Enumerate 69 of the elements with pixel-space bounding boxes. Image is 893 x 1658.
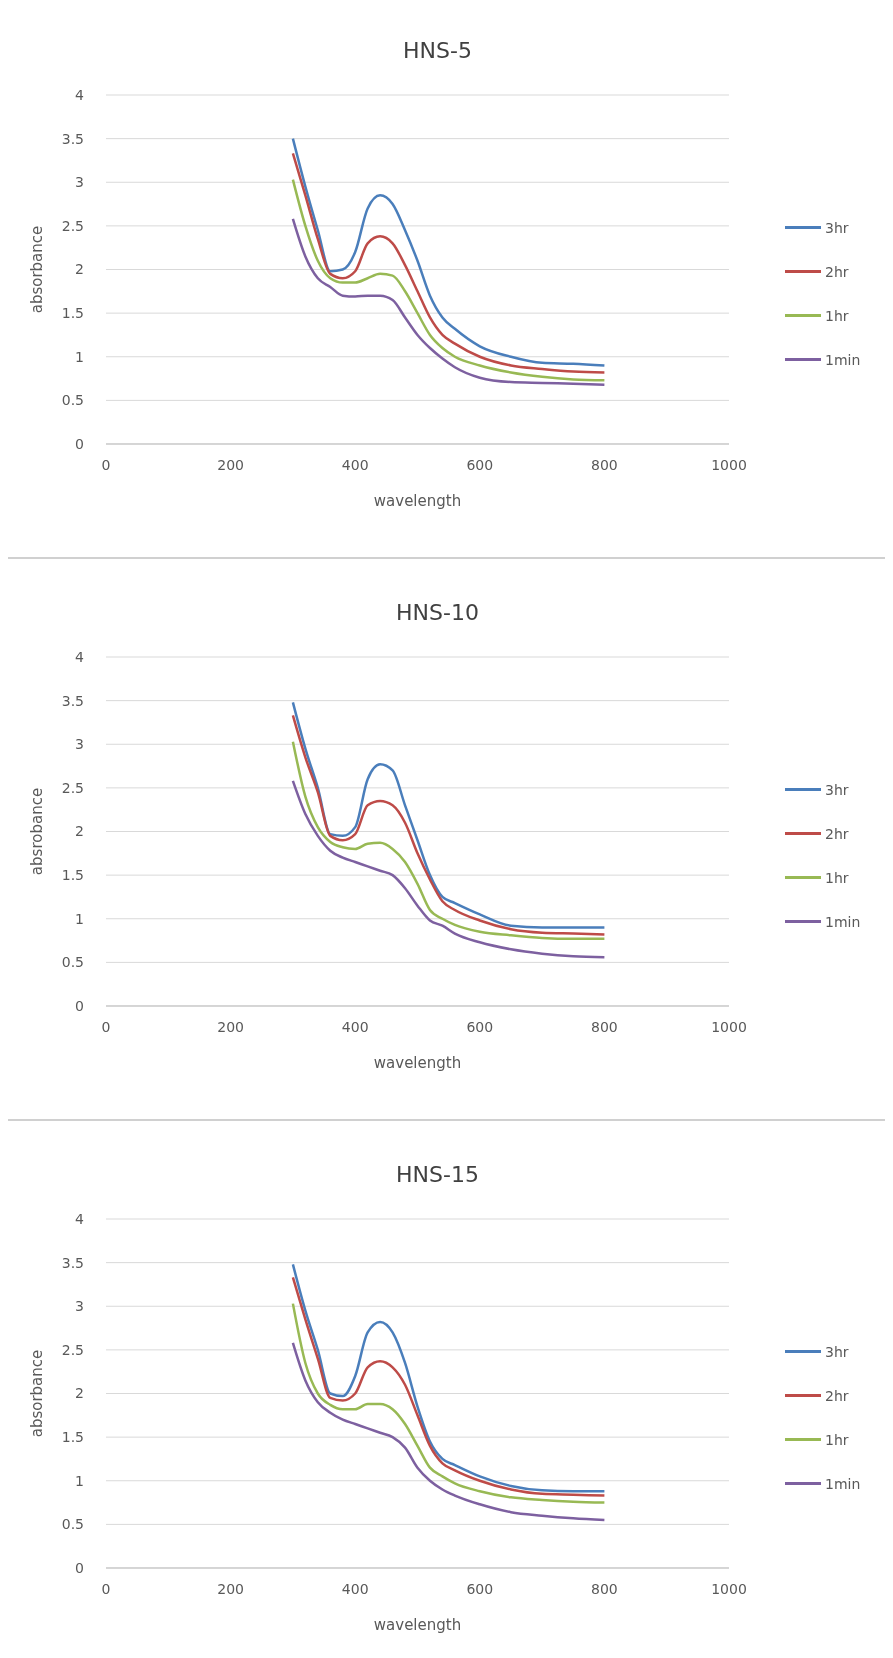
x-tick-label: 0 bbox=[101, 457, 111, 473]
chart-title: HNS-15 bbox=[396, 1162, 479, 1187]
y-tick-label: 0 bbox=[75, 997, 84, 1014]
legend-label: 1hr bbox=[825, 869, 849, 886]
y-tick-label: 2 bbox=[75, 823, 84, 840]
y-tick-label: 3 bbox=[75, 174, 84, 191]
legend-label: 1hr bbox=[825, 307, 849, 324]
x-tick-label: 400 bbox=[341, 1581, 369, 1597]
x-tick-label: 600 bbox=[466, 457, 494, 473]
y-tick-label: 3.5 bbox=[61, 130, 84, 147]
legend-label: 2hr bbox=[825, 1387, 849, 1404]
x-tick-label: 200 bbox=[217, 1581, 244, 1597]
chart-title: HNS-5 bbox=[403, 38, 472, 63]
legend-label: 3hr bbox=[825, 781, 849, 798]
legend-label: 1hr bbox=[825, 1431, 849, 1448]
legend-label: 3hr bbox=[825, 1343, 849, 1360]
y-tick-label: 3.5 bbox=[61, 1254, 84, 1271]
y-axis-title: absorbance bbox=[28, 225, 46, 314]
x-tick-label: 1000 bbox=[711, 457, 747, 473]
line-series bbox=[291, 779, 606, 959]
x-tick-label: 600 bbox=[466, 1581, 494, 1597]
y-tick-label: 1.5 bbox=[61, 305, 84, 322]
y-tick-label: 1.5 bbox=[61, 1429, 84, 1446]
y-tick-label: 3.5 bbox=[61, 692, 84, 709]
x-axis-title: wavelength bbox=[373, 1616, 462, 1634]
y-tick-label: 4 bbox=[75, 648, 85, 665]
x-tick-label: 1000 bbox=[711, 1019, 747, 1035]
legend-label: 1min bbox=[825, 1475, 861, 1492]
y-tick-label: 0 bbox=[75, 435, 84, 452]
chart-title: HNS-10 bbox=[396, 600, 479, 625]
legend-label: 1min bbox=[825, 351, 861, 368]
y-tick-label: 0.5 bbox=[61, 392, 84, 409]
x-tick-label: 0 bbox=[101, 1581, 111, 1597]
y-axis-title: absorbance bbox=[28, 1349, 46, 1438]
x-axis-title: wavelength bbox=[373, 492, 462, 510]
y-tick-label: 2.5 bbox=[61, 779, 84, 796]
y-tick-label: 3 bbox=[75, 736, 84, 753]
x-tick-label: 800 bbox=[591, 1581, 618, 1597]
legend-label: 1min bbox=[825, 913, 861, 930]
y-tick-label: 1 bbox=[75, 1472, 84, 1489]
x-tick-label: 400 bbox=[341, 1019, 369, 1035]
y-tick-label: 3 bbox=[75, 1298, 84, 1315]
y-tick-label: 4 bbox=[75, 86, 85, 103]
legend-label: 2hr bbox=[825, 263, 849, 280]
y-tick-label: 0.5 bbox=[61, 954, 84, 971]
y-tick-label: 2 bbox=[75, 1385, 84, 1402]
x-tick-label: 800 bbox=[591, 457, 618, 473]
y-tick-label: 1.5 bbox=[61, 867, 84, 884]
x-tick-label: 0 bbox=[101, 1019, 111, 1035]
y-tick-label: 1 bbox=[75, 910, 84, 927]
y-tick-label: 2.5 bbox=[61, 217, 84, 234]
x-tick-label: 200 bbox=[217, 457, 244, 473]
x-tick-label: 600 bbox=[466, 1019, 494, 1035]
y-tick-label: 2.5 bbox=[61, 1341, 84, 1358]
line-series bbox=[291, 1341, 606, 1522]
x-tick-label: 800 bbox=[591, 1019, 618, 1035]
x-tick-label: 1000 bbox=[711, 1581, 747, 1597]
x-tick-label: 400 bbox=[341, 457, 369, 473]
legend-label: 3hr bbox=[825, 219, 849, 236]
x-axis-title: wavelength bbox=[373, 1054, 462, 1072]
y-tick-label: 1 bbox=[75, 348, 84, 365]
y-tick-label: 4 bbox=[75, 1210, 85, 1227]
y-tick-label: 0.5 bbox=[61, 1516, 84, 1533]
x-tick-label: 200 bbox=[217, 1019, 244, 1035]
y-tick-label: 2 bbox=[75, 261, 84, 278]
y-axis-title: absrobance bbox=[28, 787, 46, 876]
y-tick-label: 0 bbox=[75, 1559, 84, 1576]
legend-label: 2hr bbox=[825, 825, 849, 842]
line-series bbox=[291, 217, 606, 386]
